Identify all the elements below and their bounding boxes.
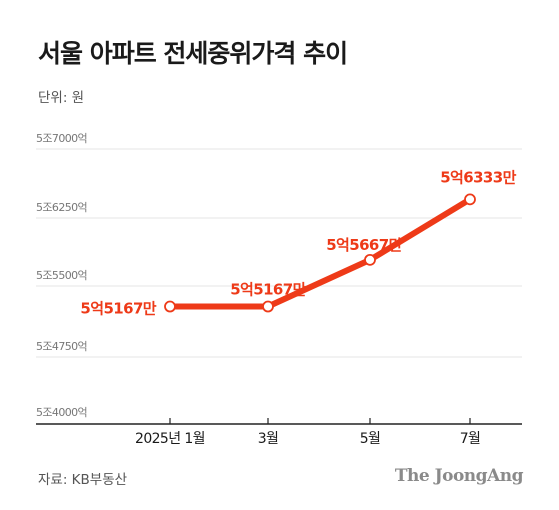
data-point [164,300,176,313]
y-tick-label: 5조4000억 [36,406,87,419]
x-tick-label: 2025년 1월 [135,431,205,447]
data-label: 5억5667만 [326,236,402,254]
data-point [464,193,476,206]
data-point [262,300,274,313]
y-tick-label: 5조6250억 [36,201,87,214]
unit-label: 단위: 원 [38,90,85,106]
series-line [167,196,473,310]
data-label: 5억5167만 [230,281,306,299]
data-label: 5억6333만 [440,168,516,186]
x-tick-label: 7월 [460,431,481,447]
y-tick-label: 5조7000억 [36,132,87,145]
data-point [364,253,376,266]
x-tick-label: 5월 [360,431,381,447]
data-label: 5억5167만 [80,300,156,318]
brand-logo: The JoongAng [394,466,524,486]
y-tick-label: 5조5500억 [36,269,87,282]
y-tick-label: 5조4750억 [36,340,87,353]
chart-title: 서울 아파트 전세중위가격 추이 [38,39,348,68]
x-tick-label: 3월 [258,431,279,447]
source-label: 자료: KB부동산 [38,472,128,488]
